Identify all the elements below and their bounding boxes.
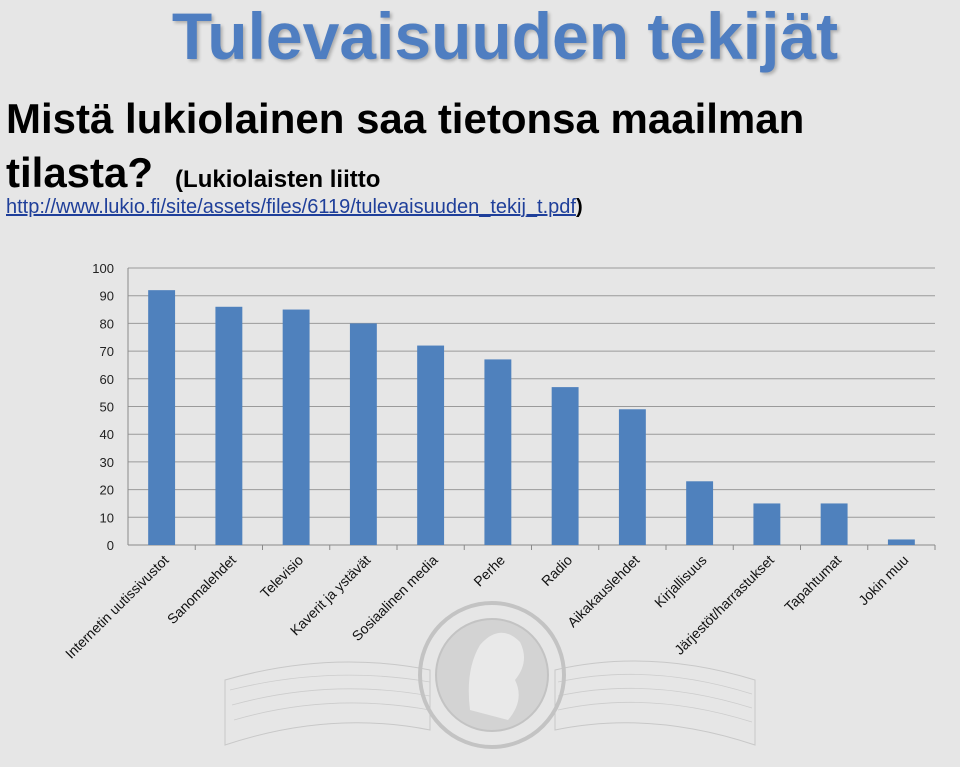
x-tick-label: Perhe [470,552,508,590]
bar [551,387,579,545]
y-tick-label: 0 [107,538,114,553]
source-link[interactable]: http://www.lukio.fi/site/assets/files/61… [6,196,576,218]
question-line-2: tilasta? [6,149,154,196]
y-tick-label: 80 [100,316,114,331]
source-close-paren: ) [575,196,583,218]
grid-lines [128,267,935,546]
y-tick-label: 50 [100,400,114,415]
x-tick-label: Aikakauslehdet [564,552,643,631]
y-tick-labels: 0 10 20 30 40 50 60 70 80 90 100 [92,261,114,553]
bar [148,290,176,545]
y-tick-label: 20 [100,483,114,498]
question-line-1: Mistä lukiolainen saa tietonsa maailman [6,95,805,142]
y-tick-label: 30 [100,455,114,470]
bar [887,539,915,545]
x-tick-label: Tapahtumat [781,552,844,615]
bar [820,503,848,545]
bar [349,323,377,545]
bar [753,503,781,545]
y-tick-label: 40 [100,427,114,442]
bar [618,409,646,545]
y-tick-label: 90 [100,289,114,304]
y-tick-label: 60 [100,372,114,387]
y-tick-label: 10 [100,510,114,525]
x-tick-label: Radio [538,552,575,589]
source-url-line: http://www.lukio.fi/site/assets/files/61… [6,196,583,219]
bar [282,309,310,545]
chart-question: Mistä lukiolainen saa tietonsa maailman … [6,92,960,207]
page-title: Tulevaisuuden tekijät [171,0,839,73]
y-tick-label: 70 [100,344,114,359]
bar [686,481,714,545]
x-tick-label: Sanomalehdet [164,552,239,627]
source-label: (Lukiolaisten liitto [175,166,381,193]
bar [215,306,243,545]
bars [148,290,915,545]
bar [484,359,512,545]
bar-chart: 0 10 20 30 40 50 60 70 80 90 100 Internetin uutiss… [62,261,936,749]
x-tick-label: Jokin muu [855,552,911,608]
x-tick-label: Kirjallisuus [651,552,710,611]
bar [417,345,445,545]
axes [127,268,936,550]
x-tick-label: Internetin uutissivustot [62,552,172,662]
watermark-seal [224,601,756,749]
x-tick-label: Televisio [257,552,306,601]
y-tick-label: 100 [92,261,114,276]
